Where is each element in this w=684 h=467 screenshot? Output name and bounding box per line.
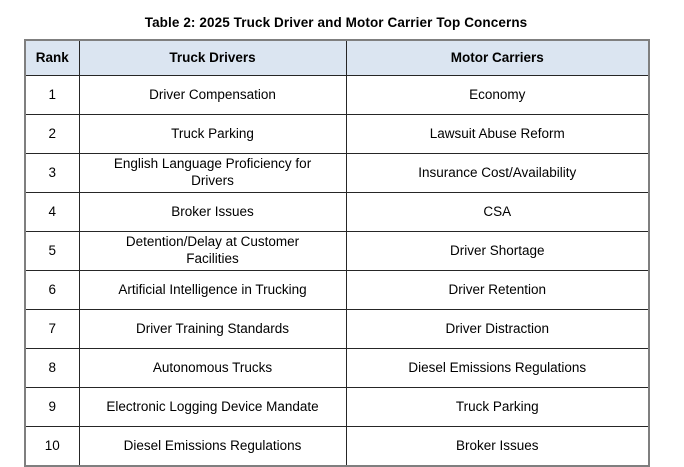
truck-driver-cell: English Language Proficiency for Drivers xyxy=(78,153,347,193)
table-row: 10 Diesel Emissions Regulations Broker I… xyxy=(24,426,650,467)
top-concerns-table: Rank Truck Drivers Motor Carriers 1 Driv… xyxy=(24,39,650,467)
cell-text: Economy xyxy=(469,86,526,102)
cell-text: Electronic Logging Device Mandate xyxy=(106,398,319,414)
rank-cell: 8 xyxy=(24,348,80,388)
cell-text: Driver Training Standards xyxy=(135,320,290,336)
motor-carrier-cell: Diesel Emissions Regulations xyxy=(345,348,650,388)
cell-text: Diesel Emissions Regulations xyxy=(408,359,587,375)
truck-driver-cell: Artificial Intelligence in Trucking xyxy=(78,270,347,310)
table-row: 6 Artificial Intelligence in Trucking Dr… xyxy=(24,270,650,310)
motor-carrier-cell: Driver Distraction xyxy=(345,309,650,349)
rank-cell: 7 xyxy=(24,309,80,349)
table-caption: Table 2: 2025 Truck Driver and Motor Car… xyxy=(144,15,528,30)
motor-carrier-cell: CSA xyxy=(345,192,650,232)
cell-text: Driver Compensation xyxy=(149,86,276,102)
motor-carrier-cell: Truck Parking xyxy=(345,387,650,427)
cell-text: Driver Retention xyxy=(448,281,547,297)
motor-carrier-cell: Economy xyxy=(345,75,650,115)
cell-text: Truck Parking xyxy=(455,398,539,414)
rank-cell: 9 xyxy=(24,387,80,427)
rank-cell: 2 xyxy=(24,114,80,154)
cell-text: Driver Distraction xyxy=(445,320,550,336)
cell-text: Lawsuit Abuse Reform xyxy=(429,125,565,141)
cell-text: Artificial Intelligence in Trucking xyxy=(118,281,307,297)
cell-text: English Language Proficiency for Drivers xyxy=(113,156,312,188)
cell-text: Insurance Cost/Availability xyxy=(418,164,577,180)
truck-driver-cell: Driver Training Standards xyxy=(78,309,347,349)
rank-cell: 4 xyxy=(24,192,80,232)
table-header: Rank Truck Drivers Motor Carriers xyxy=(24,39,650,76)
cell-text: Detention/Delay at Customer Facilities xyxy=(125,234,300,266)
cell-text: Autonomous Trucks xyxy=(152,359,273,375)
motor-carrier-cell: Driver Shortage xyxy=(345,231,650,271)
rank-cell: 3 xyxy=(24,153,80,193)
table-row: 2 Truck Parking Lawsuit Abuse Reform xyxy=(24,114,650,154)
rank-cell: 6 xyxy=(24,270,80,310)
cell-text: Broker Issues xyxy=(171,203,254,219)
truck-driver-cell: Autonomous Trucks xyxy=(78,348,347,388)
truck-driver-cell: Truck Parking xyxy=(78,114,347,154)
table-row: 9 Electronic Logging Device Mandate Truc… xyxy=(24,387,650,427)
cell-text: Broker Issues xyxy=(455,437,539,453)
table-body: 1 Driver Compensation Economy 2 Truck Pa… xyxy=(24,75,650,467)
table-row: 7 Driver Training Standards Driver Distr… xyxy=(24,309,650,349)
table-row: 5 Detention/Delay at Customer Facilities… xyxy=(24,231,650,271)
truck-driver-cell: Electronic Logging Device Mandate xyxy=(78,387,347,427)
table-row: 3 English Language Proficiency for Drive… xyxy=(24,153,650,193)
header-row: Rank Truck Drivers Motor Carriers xyxy=(24,39,650,76)
table-row: 1 Driver Compensation Economy xyxy=(24,75,650,115)
rank-cell: 10 xyxy=(24,426,80,467)
rank-cell: 1 xyxy=(24,75,80,115)
header-cell-truck-drivers: Truck Drivers xyxy=(78,39,347,76)
truck-driver-cell: Diesel Emissions Regulations xyxy=(78,426,347,467)
motor-carrier-cell: Lawsuit Abuse Reform xyxy=(345,114,650,154)
motor-carrier-cell: Insurance Cost/Availability xyxy=(345,153,650,193)
table-row: 4 Broker Issues CSA xyxy=(24,192,650,232)
cell-text: Diesel Emissions Regulations xyxy=(123,437,302,453)
truck-driver-cell: Driver Compensation xyxy=(78,75,347,115)
rank-cell: 5 xyxy=(24,231,80,271)
cell-text: Truck Parking xyxy=(171,125,254,141)
cell-text: CSA xyxy=(483,203,512,219)
table-row: 8 Autonomous Trucks Diesel Emissions Reg… xyxy=(24,348,650,388)
motor-carrier-cell: Broker Issues xyxy=(345,426,650,467)
motor-carrier-cell: Driver Retention xyxy=(345,270,650,310)
cell-text: Driver Shortage xyxy=(449,242,545,258)
header-cell-rank: Rank xyxy=(24,39,80,76)
truck-driver-cell: Broker Issues xyxy=(78,192,347,232)
truck-driver-cell: Detention/Delay at Customer Facilities xyxy=(78,231,347,271)
header-cell-motor-carriers: Motor Carriers xyxy=(345,39,650,76)
